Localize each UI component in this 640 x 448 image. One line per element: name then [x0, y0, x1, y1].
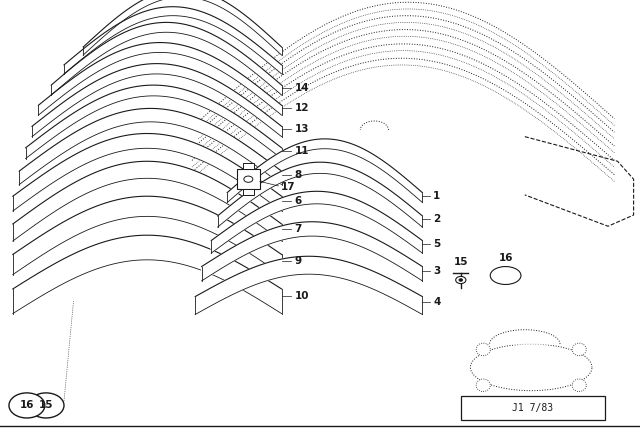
Polygon shape: [32, 64, 282, 137]
Polygon shape: [13, 134, 282, 211]
Polygon shape: [202, 222, 422, 281]
Polygon shape: [218, 162, 422, 227]
Polygon shape: [470, 344, 592, 391]
Polygon shape: [38, 43, 282, 115]
Ellipse shape: [476, 379, 490, 392]
Text: 1: 1: [433, 190, 440, 201]
Text: 13: 13: [294, 125, 309, 134]
Polygon shape: [490, 330, 560, 344]
Polygon shape: [19, 108, 282, 185]
Circle shape: [28, 393, 64, 418]
Ellipse shape: [572, 343, 586, 356]
Polygon shape: [195, 256, 422, 314]
Ellipse shape: [476, 343, 490, 356]
Text: 12: 12: [294, 103, 309, 113]
Text: 3: 3: [433, 266, 440, 276]
Text: 15: 15: [454, 257, 468, 267]
Polygon shape: [211, 191, 422, 253]
Ellipse shape: [490, 267, 521, 284]
Text: 14: 14: [294, 83, 309, 93]
Polygon shape: [13, 196, 282, 275]
FancyBboxPatch shape: [243, 163, 254, 169]
Ellipse shape: [572, 379, 586, 392]
Polygon shape: [26, 85, 282, 159]
Polygon shape: [13, 235, 282, 314]
Text: 6: 6: [294, 196, 301, 206]
Text: 4: 4: [433, 297, 441, 307]
Polygon shape: [64, 7, 282, 74]
FancyBboxPatch shape: [243, 189, 254, 195]
Text: 2: 2: [433, 214, 440, 224]
Polygon shape: [525, 137, 634, 226]
Circle shape: [456, 276, 466, 284]
FancyBboxPatch shape: [461, 396, 605, 420]
Polygon shape: [13, 161, 282, 241]
Text: 16: 16: [20, 401, 34, 410]
Text: 11: 11: [294, 146, 309, 156]
Polygon shape: [51, 22, 282, 95]
FancyBboxPatch shape: [237, 169, 260, 189]
Text: J1 7/83: J1 7/83: [512, 403, 554, 413]
Polygon shape: [83, 0, 282, 55]
Circle shape: [9, 393, 45, 418]
Text: 17: 17: [280, 182, 295, 192]
Text: 8: 8: [294, 170, 301, 180]
Text: 5: 5: [433, 239, 440, 250]
Polygon shape: [227, 139, 422, 202]
Text: 10: 10: [294, 291, 309, 302]
Text: 15: 15: [39, 401, 53, 410]
Text: 16: 16: [499, 253, 513, 263]
Text: 7: 7: [294, 224, 302, 234]
Circle shape: [459, 279, 463, 281]
Circle shape: [244, 176, 253, 182]
Text: 9: 9: [294, 255, 301, 266]
